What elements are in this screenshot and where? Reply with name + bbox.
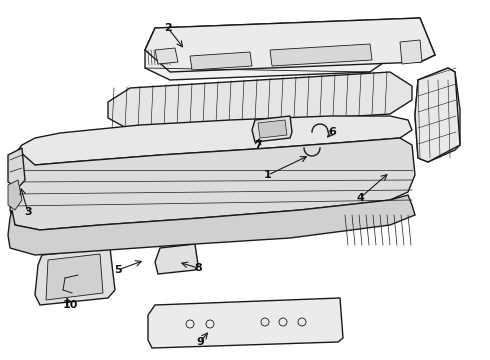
Polygon shape bbox=[258, 120, 287, 138]
Text: 10: 10 bbox=[62, 300, 78, 310]
Text: 7: 7 bbox=[254, 140, 262, 150]
Polygon shape bbox=[415, 68, 460, 162]
Polygon shape bbox=[400, 40, 422, 64]
Text: 4: 4 bbox=[356, 193, 364, 203]
Polygon shape bbox=[155, 48, 178, 64]
Text: 8: 8 bbox=[194, 263, 202, 273]
Polygon shape bbox=[8, 148, 25, 188]
Text: 9: 9 bbox=[196, 337, 204, 347]
Polygon shape bbox=[148, 298, 343, 348]
Polygon shape bbox=[35, 248, 115, 305]
Text: 1: 1 bbox=[264, 170, 272, 180]
Polygon shape bbox=[155, 244, 198, 274]
Polygon shape bbox=[145, 18, 435, 72]
Polygon shape bbox=[46, 254, 103, 300]
Text: 2: 2 bbox=[164, 23, 172, 33]
Polygon shape bbox=[145, 18, 435, 80]
Polygon shape bbox=[270, 44, 372, 66]
Text: 3: 3 bbox=[24, 207, 32, 217]
Text: 6: 6 bbox=[328, 127, 336, 137]
Polygon shape bbox=[8, 195, 415, 255]
Polygon shape bbox=[108, 72, 412, 130]
Polygon shape bbox=[10, 138, 415, 230]
Polygon shape bbox=[18, 116, 412, 165]
Polygon shape bbox=[415, 68, 460, 162]
Polygon shape bbox=[8, 180, 22, 210]
Polygon shape bbox=[190, 52, 252, 70]
Polygon shape bbox=[252, 116, 292, 142]
Text: 5: 5 bbox=[114, 265, 122, 275]
